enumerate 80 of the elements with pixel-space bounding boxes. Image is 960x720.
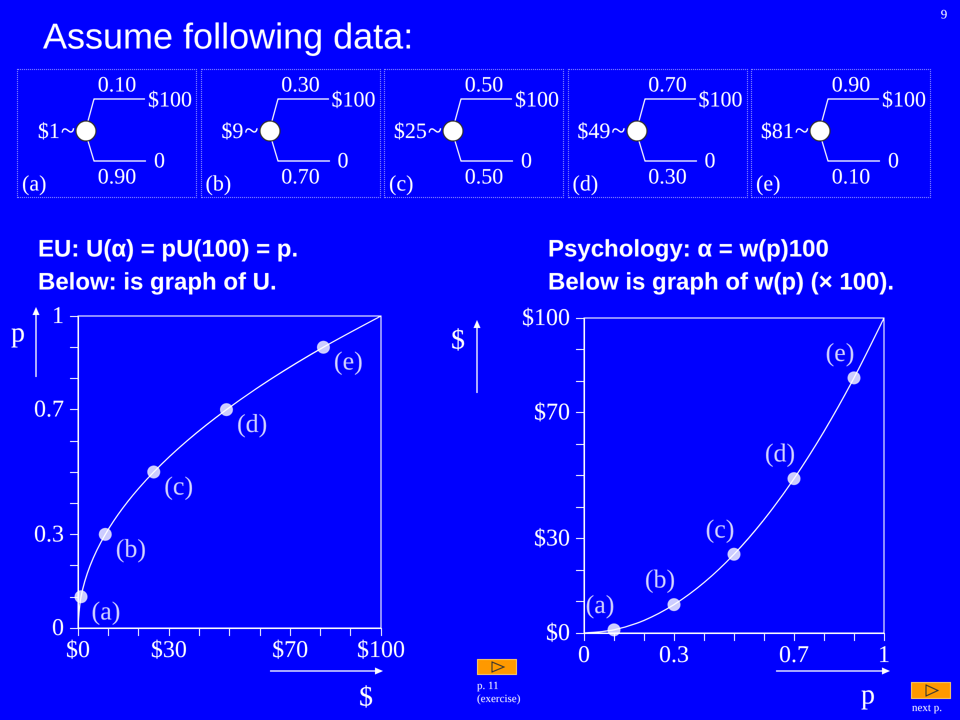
text: 9 xyxy=(940,6,948,22)
x-tick-label: $70 xyxy=(272,637,308,663)
point xyxy=(848,371,860,384)
point xyxy=(74,590,88,604)
data-label: (c) xyxy=(706,514,734,544)
text: 0 xyxy=(704,147,716,173)
point xyxy=(668,598,680,612)
text: ~ xyxy=(60,116,75,146)
point xyxy=(98,528,112,541)
point xyxy=(788,472,800,486)
x-axis-title: $ xyxy=(359,682,373,712)
y-tick-label: 1 xyxy=(52,303,64,329)
data-label: (e) xyxy=(826,338,854,367)
data-label: (e) xyxy=(334,346,363,376)
x-tick-label: 1 xyxy=(878,642,890,668)
x-tick-label: 0.3 xyxy=(659,642,689,668)
text: ~ xyxy=(244,116,258,146)
data-label: (c) xyxy=(164,472,194,500)
x-tick-label: 0 xyxy=(578,642,590,668)
y-axis-title: p xyxy=(11,318,25,348)
text: ~ xyxy=(794,116,809,146)
text: p. 11 (exercise) xyxy=(477,680,522,706)
text: 0 xyxy=(154,147,165,173)
text: (a) xyxy=(22,170,46,196)
text: 0.10 xyxy=(98,71,136,97)
text: $81 xyxy=(760,118,794,144)
text: 0 xyxy=(888,147,899,173)
text: $9 xyxy=(221,118,244,144)
text: $25 xyxy=(394,118,427,144)
text: 0.90 xyxy=(98,163,136,189)
text: (e) xyxy=(756,170,780,196)
data-label: (b) xyxy=(644,564,676,594)
text: 0.10 xyxy=(832,163,870,189)
text: $100 xyxy=(148,86,192,112)
chart-title: Psychology: α = w(p)100 xyxy=(548,236,829,262)
data-label: (d) xyxy=(236,409,268,438)
point xyxy=(316,340,330,354)
x-tick-label: $30 xyxy=(150,637,187,663)
text: $100 xyxy=(882,86,926,112)
data-label: (d) xyxy=(764,438,796,468)
text: $100 xyxy=(698,86,742,112)
text: (d) xyxy=(572,170,598,196)
y-tick-label: 0.3 xyxy=(34,521,64,548)
y-tick-label: $0 xyxy=(546,620,570,646)
data-label: (b) xyxy=(116,534,146,563)
y-tick-label: $100 xyxy=(522,305,570,331)
text: 0.30 xyxy=(281,71,320,97)
text: (b) xyxy=(206,170,232,196)
y-tick-label: 0.7 xyxy=(34,396,64,423)
x-tick-label: 0.7 xyxy=(779,642,809,668)
y-tick-label: $30 xyxy=(534,526,570,552)
chart-subtitle: Below is graph of w(p) (× 100). xyxy=(548,268,894,296)
chart-subtitle: Below: is graph of U. xyxy=(38,268,277,296)
text: 0.50 xyxy=(464,163,504,189)
text: 0.90 xyxy=(832,71,870,97)
x-axis-title: p xyxy=(861,680,875,710)
point xyxy=(220,403,233,416)
y-axis-title: $ xyxy=(451,324,465,356)
text: 0.70 xyxy=(281,163,320,189)
text: (c) xyxy=(389,170,414,196)
point xyxy=(728,548,740,561)
text: 0.70 xyxy=(648,71,687,97)
text: ~ xyxy=(611,116,626,146)
text: next p. xyxy=(912,702,943,715)
x-tick-label: $100 xyxy=(357,637,405,663)
text: ~ xyxy=(428,116,442,146)
text: 0.50 xyxy=(464,71,504,97)
data-label: (a) xyxy=(92,596,120,626)
y-tick-label: $70 xyxy=(534,400,570,426)
text: $100 xyxy=(332,86,376,112)
text: $1 xyxy=(38,118,60,144)
text: 0 xyxy=(338,147,348,173)
text: Assume following data: xyxy=(43,15,414,57)
y-tick-label: 0 xyxy=(52,615,64,641)
data-label: (a) xyxy=(586,590,614,619)
point xyxy=(147,466,160,478)
text: 0.30 xyxy=(648,163,687,189)
text: $49 xyxy=(577,118,610,144)
point xyxy=(608,623,620,636)
chart-title: EU: U(α) = pU(100) = p. xyxy=(38,236,298,262)
